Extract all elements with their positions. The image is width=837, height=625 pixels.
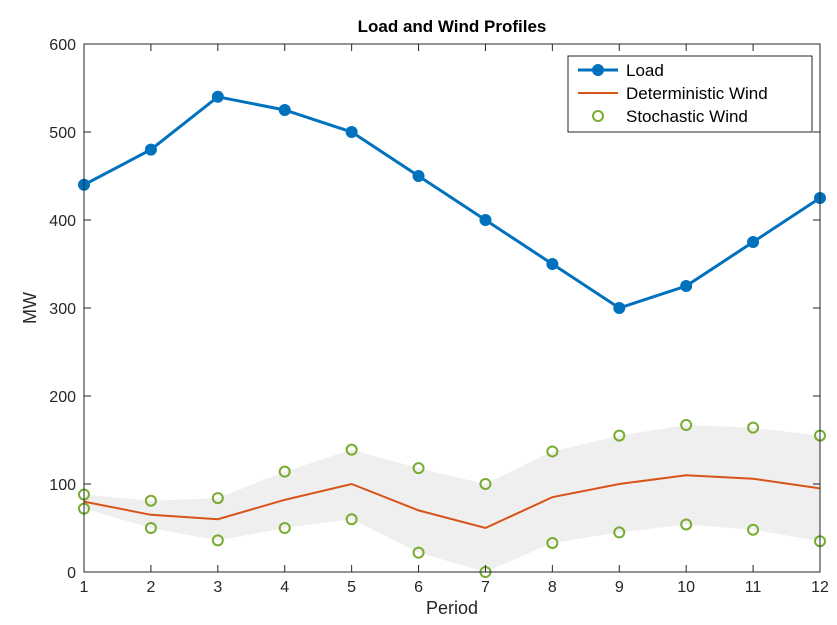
load-point xyxy=(412,170,425,182)
stochastic-wind-point xyxy=(412,462,425,475)
y-tick-label: 400 xyxy=(49,213,76,230)
x-tick-label: 12 xyxy=(811,579,829,596)
stochastic-wind-point xyxy=(747,523,760,536)
y-tick-label: 300 xyxy=(49,301,76,318)
stochastic-wind-point xyxy=(144,494,157,507)
stochastic-wind-point xyxy=(211,492,224,505)
load-point xyxy=(680,280,693,292)
y-tick-label: 200 xyxy=(49,389,76,406)
y-tick-label: 500 xyxy=(49,125,76,142)
x-tick-label: 7 xyxy=(481,579,490,596)
legend-stochastic-wind-marker xyxy=(592,110,604,122)
stochastic-wind-point xyxy=(345,443,358,456)
stochastic-wind-point xyxy=(546,445,559,458)
load-point xyxy=(613,302,626,314)
stochastic-wind-point xyxy=(144,522,157,534)
load-point xyxy=(546,258,559,270)
x-tick-label: 3 xyxy=(213,579,222,596)
y-axis-label: MW xyxy=(20,292,40,324)
load-point xyxy=(144,143,157,156)
x-tick-label: 9 xyxy=(615,579,624,596)
legend-load-marker xyxy=(592,64,604,76)
load-point xyxy=(747,236,760,248)
legend-stochastic-wind-label: Stochastic Wind xyxy=(626,107,748,126)
y-tick-label: 0 xyxy=(67,565,76,582)
stochastic-wind-point xyxy=(613,526,626,539)
legend-deterministic-wind-label: Deterministic Wind xyxy=(626,84,768,103)
load-point xyxy=(345,126,358,138)
stochastic-wind-point xyxy=(412,546,425,559)
x-tick-label: 1 xyxy=(80,579,89,596)
stochastic-wind-band xyxy=(84,425,820,572)
stochastic-wind-point xyxy=(747,421,760,434)
x-tick-label: 11 xyxy=(745,579,762,596)
x-tick-label: 6 xyxy=(414,579,423,596)
load-point xyxy=(278,104,291,116)
load-line xyxy=(83,95,821,310)
x-tick-label: 2 xyxy=(146,579,155,596)
stochastic-wind-point xyxy=(278,465,291,478)
stochastic-wind-point xyxy=(680,518,693,531)
load-point xyxy=(479,214,492,226)
chart-title: Load and Wind Profiles xyxy=(358,17,547,36)
y-tick-label: 600 xyxy=(49,37,76,54)
x-tick-label: 8 xyxy=(548,579,557,596)
y-tick-label: 100 xyxy=(49,477,76,494)
legend-load-label: Load xyxy=(626,61,664,80)
x-tick-label: 5 xyxy=(347,579,356,596)
load-point xyxy=(211,90,224,103)
stochastic-wind-point xyxy=(613,429,626,442)
x-tick-label: 4 xyxy=(280,579,289,596)
stochastic-wind-point xyxy=(479,478,492,490)
stochastic-wind-point xyxy=(278,522,291,534)
x-axis-label: Period xyxy=(426,598,478,618)
stochastic-wind-point xyxy=(211,534,224,547)
stochastic-wind-point xyxy=(546,536,559,549)
deterministic-wind-line xyxy=(83,474,821,530)
stochastic-wind-point xyxy=(680,419,693,432)
x-tick-label: 10 xyxy=(677,579,695,596)
legend: Load Deterministic Wind Stochastic Wind xyxy=(567,55,813,133)
stochastic-wind-point xyxy=(345,513,358,526)
